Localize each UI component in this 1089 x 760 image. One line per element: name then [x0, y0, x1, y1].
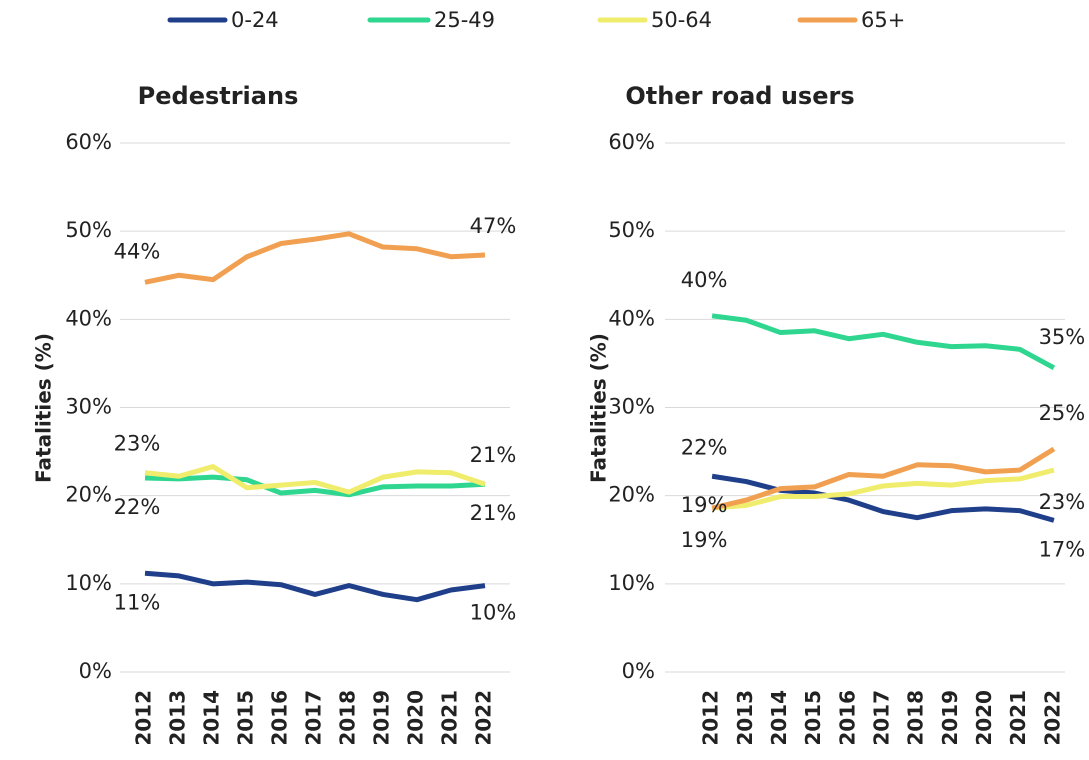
legend-label: 0-24: [231, 8, 279, 32]
legend-label: 50-64: [651, 8, 712, 32]
data-label: 21%: [470, 443, 517, 467]
data-label: 35%: [1039, 325, 1086, 349]
y-axis-label: Fatalities (%): [587, 333, 611, 483]
y-tick-label: 20%: [608, 483, 655, 507]
chart-title: Pedestrians: [138, 82, 299, 110]
y-tick-label: 50%: [608, 218, 655, 242]
series-line: [144, 570, 486, 603]
x-tick-label: 2013: [733, 690, 757, 746]
series-line: [711, 473, 1055, 523]
data-label: 10%: [470, 601, 517, 625]
x-tick-label: 2012: [699, 690, 723, 746]
data-label: 40%: [681, 268, 728, 292]
y-tick-label: 30%: [65, 395, 112, 419]
y-tick-label: 60%: [608, 130, 655, 154]
x-tick-label: 2015: [801, 690, 825, 746]
data-label: 44%: [114, 239, 161, 263]
x-tick-label: 2012: [132, 690, 156, 746]
series-line: [144, 464, 486, 495]
x-tick-label: 2013: [166, 690, 190, 746]
x-tick-label: 2018: [336, 690, 360, 746]
data-label: 25%: [1039, 401, 1086, 425]
x-tick-label: 2016: [268, 690, 292, 746]
data-label: 19%: [681, 528, 728, 552]
series-line: [144, 474, 486, 498]
data-label: 23%: [1039, 490, 1086, 514]
data-label: 22%: [681, 435, 728, 459]
x-tick-label: 2017: [870, 690, 894, 746]
legend-label: 25-49: [434, 8, 495, 32]
data-label: 19%: [681, 493, 728, 517]
y-tick-label: 0%: [622, 659, 655, 683]
data-label: 47%: [470, 214, 517, 238]
x-tick-label: 2015: [234, 690, 258, 746]
x-tick-label: 2019: [370, 690, 394, 746]
y-tick-label: 10%: [608, 571, 655, 595]
y-tick-label: 20%: [65, 483, 112, 507]
chart-title: Other road users: [625, 82, 854, 110]
x-tick-label: 2022: [1040, 690, 1064, 746]
legend-label: 65+: [861, 8, 905, 32]
y-tick-label: 0%: [79, 659, 112, 683]
y-tick-label: 50%: [65, 218, 112, 242]
data-label: 23%: [114, 432, 161, 456]
y-tick-label: 10%: [65, 571, 112, 595]
y-tick-label: 40%: [65, 306, 112, 330]
x-tick-label: 2014: [200, 690, 224, 746]
x-tick-label: 2017: [302, 690, 326, 746]
y-tick-label: 30%: [608, 395, 655, 419]
y-tick-label: 60%: [65, 130, 112, 154]
series-line: [144, 231, 486, 285]
series-line: [711, 313, 1056, 371]
series-line: [711, 446, 1056, 511]
data-label: 17%: [1039, 537, 1086, 561]
x-tick-label: 2020: [972, 690, 996, 746]
x-tick-label: 2019: [938, 690, 962, 746]
data-label: 22%: [114, 495, 161, 519]
x-tick-label: 2021: [438, 690, 462, 746]
x-tick-label: 2022: [472, 690, 496, 746]
x-tick-label: 2016: [835, 690, 859, 746]
data-label: 21%: [470, 501, 517, 525]
x-tick-label: 2021: [1006, 690, 1030, 746]
y-tick-label: 40%: [608, 306, 655, 330]
series-line: [711, 467, 1055, 511]
data-label: 11%: [114, 590, 161, 614]
x-tick-label: 2018: [904, 690, 928, 746]
y-axis-label: Fatalities (%): [32, 333, 56, 483]
x-tick-label: 2020: [404, 690, 428, 746]
x-tick-label: 2014: [767, 690, 791, 746]
